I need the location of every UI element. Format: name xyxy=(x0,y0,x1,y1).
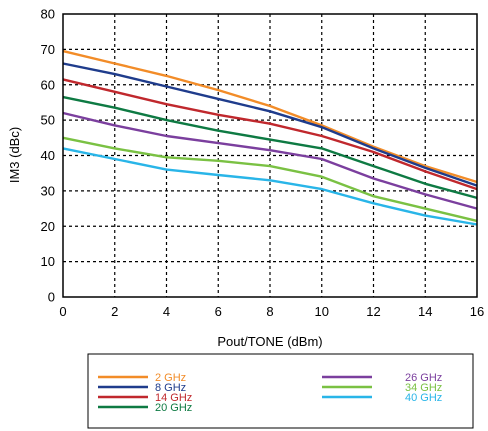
x-tick-label: 6 xyxy=(215,304,222,319)
legend-frame xyxy=(87,353,474,429)
legend-label: 14 GHz xyxy=(155,392,192,404)
legend-label: 26 GHz xyxy=(405,372,442,384)
y-tick-label: 70 xyxy=(41,42,55,57)
x-tick-label: 4 xyxy=(163,304,170,319)
series-line-40-ghz xyxy=(62,147,478,226)
series-line-20-ghz xyxy=(62,95,478,200)
y-tick-label: 30 xyxy=(41,183,55,198)
y-tick-labels: 0 10 20 30 40 50 60 70 80 xyxy=(41,7,55,305)
y-tick-label: 10 xyxy=(41,254,55,269)
y-tick-label: 20 xyxy=(41,219,55,234)
series-line-26-ghz xyxy=(62,111,478,210)
y-axis-label: IM3 (dBc) xyxy=(7,127,22,183)
legend-label: 40 GHz xyxy=(405,392,442,404)
x-tick-label: 8 xyxy=(266,304,273,319)
x-tick-label: 14 xyxy=(418,304,432,319)
y-tick-label: 40 xyxy=(41,148,55,163)
y-tick-label: 80 xyxy=(41,7,55,22)
series-line-2-ghz xyxy=(62,49,478,184)
legend-label: 8 GHz xyxy=(155,382,186,394)
legend-label: 2 GHz xyxy=(155,372,186,384)
series-line-8-ghz xyxy=(62,62,478,187)
legend-label: 20 GHz xyxy=(155,402,192,414)
x-tick-labels: 0 2 4 6 8 10 12 14 16 xyxy=(59,304,484,319)
series-line-14-ghz xyxy=(62,78,478,191)
legend-label: 34 GHz xyxy=(405,382,442,394)
x-tick-label: 16 xyxy=(470,304,484,319)
series-layer xyxy=(62,49,478,226)
grid xyxy=(63,14,477,297)
plot-frame xyxy=(62,13,478,298)
x-tick-label: 2 xyxy=(111,304,118,319)
x-tick-label: 10 xyxy=(315,304,329,319)
x-tick-label: 0 xyxy=(59,304,66,319)
x-tick-label: 12 xyxy=(366,304,380,319)
y-tick-label: 50 xyxy=(41,113,55,128)
y-tick-label: 0 xyxy=(48,290,55,305)
series-line-34-ghz xyxy=(62,136,478,223)
y-tick-label: 60 xyxy=(41,77,55,92)
x-axis-label: Pout/TONE (dBm) xyxy=(217,334,322,349)
